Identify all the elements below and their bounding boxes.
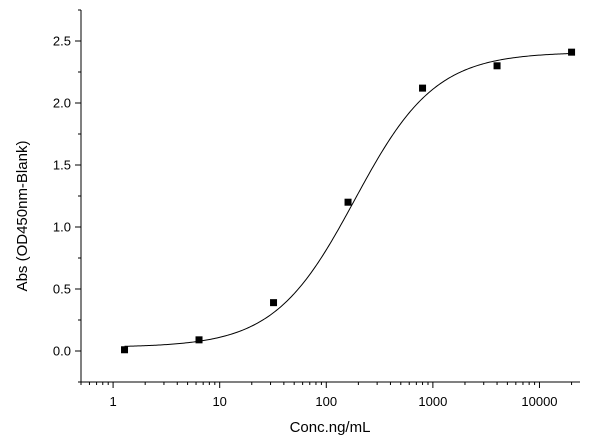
y-tick-label: 0.0 [53,344,71,359]
y-tick-label: 2.5 [53,34,71,49]
x-tick-label: 1 [109,394,116,409]
axes: 0.0 0.5 1.0 1.5 2.0 2.5 1 10 100 1000 10000 [53,9,580,409]
x-axis-title: Conc.ng/mL [290,419,371,436]
data-point [344,198,352,206]
y-tick-label: 1.5 [53,158,71,173]
data-point [121,346,129,354]
y-tick-label: 0.5 [53,282,71,297]
data-point [419,84,427,92]
data-point [195,336,203,344]
x-tick-label: 100 [315,394,337,409]
y-tick-label: 1.0 [53,220,71,235]
x-tick-label: 10 [212,394,226,409]
data-point [270,299,278,307]
data-point [493,62,501,70]
y-axis-title: Abs (OD450nm-Blank) [14,141,31,292]
data-point [568,48,576,56]
y-tick-label: 2.0 [53,96,71,111]
data-points [121,48,576,354]
x-tick-label: 1000 [418,394,447,409]
x-tick-label: 10000 [521,394,557,409]
